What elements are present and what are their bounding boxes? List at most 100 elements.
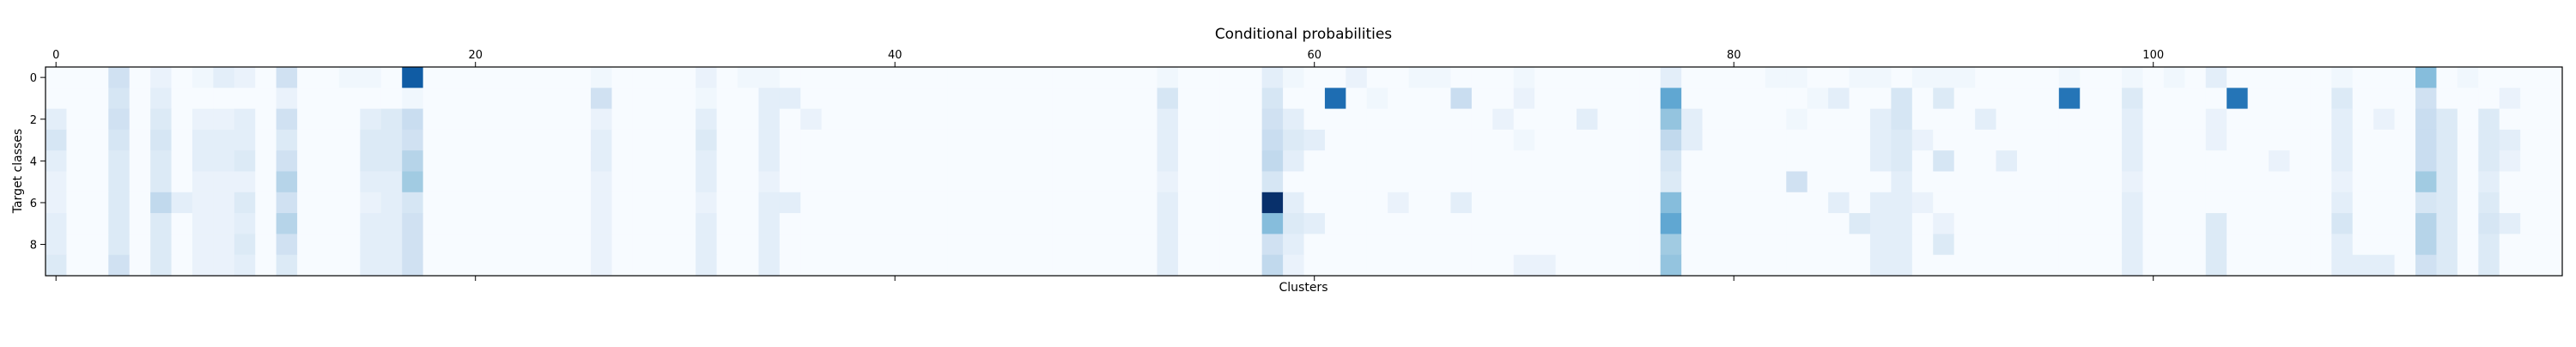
heatmap-cell — [1408, 150, 1431, 173]
heatmap-cell — [1177, 150, 1200, 173]
heatmap-cell — [1807, 234, 1829, 256]
heatmap-cell — [1219, 129, 1242, 151]
heatmap-cell — [1513, 129, 1535, 151]
heatmap-cell — [1513, 192, 1535, 214]
heatmap-cell — [1388, 150, 1410, 173]
heatmap-cell — [1849, 67, 1871, 88]
heatmap-cell — [1891, 129, 1913, 151]
heatmap-cell — [1030, 213, 1054, 234]
heatmap-cell — [738, 192, 760, 214]
heatmap-cell — [569, 213, 592, 234]
heatmap-cell — [779, 67, 801, 88]
heatmap-cell — [1828, 171, 1850, 193]
heatmap-cell — [87, 192, 109, 214]
heatmap-cell — [422, 254, 445, 277]
heatmap-cell — [800, 108, 823, 131]
heatmap-cell — [191, 171, 214, 193]
heatmap-cell — [2016, 108, 2038, 131]
heatmap-cell — [2016, 192, 2038, 214]
heatmap-cell — [989, 108, 1012, 131]
heatmap-cell — [2227, 67, 2249, 88]
heatmap-cell — [485, 192, 507, 214]
heatmap-cell — [1430, 171, 1452, 193]
heatmap-cell — [507, 129, 529, 151]
heatmap-cell — [632, 234, 654, 256]
heatmap-cell — [2269, 171, 2291, 193]
heatmap-cell — [66, 88, 88, 110]
heatmap-cell — [1388, 254, 1410, 277]
heatmap-cell — [1136, 171, 1158, 193]
heatmap-cell — [2415, 213, 2438, 234]
heatmap-cell — [1346, 129, 1368, 151]
heatmap-cell — [1346, 213, 1368, 234]
heatmap-cell — [1597, 234, 1619, 256]
heatmap-cell — [1094, 67, 1116, 88]
heatmap-cell — [2541, 171, 2563, 193]
heatmap-cell — [716, 234, 738, 256]
heatmap-cell — [171, 108, 193, 131]
heatmap-cell — [947, 88, 969, 110]
heatmap-cell — [2080, 129, 2102, 151]
heatmap-cell — [507, 192, 529, 214]
heatmap-cell — [989, 234, 1012, 256]
heatmap-cell — [1324, 213, 1346, 234]
heatmap-cell — [2478, 213, 2500, 234]
heatmap-cell — [1283, 213, 1305, 234]
heatmap-cell — [1283, 254, 1305, 277]
heatmap-cell — [738, 150, 760, 173]
heatmap-cell — [2394, 67, 2416, 88]
heatmap-cell — [2247, 171, 2269, 193]
heatmap-cell — [1136, 129, 1158, 151]
heatmap-cell — [276, 254, 298, 277]
heatmap-cell — [1283, 192, 1305, 214]
heatmap-cell — [926, 108, 948, 131]
heatmap-cell — [2227, 234, 2249, 256]
heatmap-cell — [1618, 129, 1640, 151]
heatmap-cell — [947, 108, 969, 131]
heatmap-cell — [380, 254, 403, 277]
heatmap-cell — [549, 171, 571, 193]
heatmap-cell — [2163, 171, 2185, 193]
heatmap-cell — [2415, 150, 2438, 173]
heatmap-cell — [2478, 171, 2500, 193]
heatmap-cell — [1911, 108, 1934, 131]
heatmap-cell — [1577, 67, 1599, 88]
heatmap-cell — [989, 67, 1012, 88]
heatmap-cell — [1891, 171, 1913, 193]
heatmap-cell — [1030, 234, 1054, 256]
heatmap-cell — [1849, 213, 1871, 234]
heatmap-cell — [1115, 213, 1137, 234]
heatmap-cell — [2499, 192, 2521, 214]
heatmap-cell — [1115, 192, 1137, 214]
heatmap-cell — [591, 254, 613, 277]
heatmap-cell — [2247, 88, 2269, 110]
heatmap-cell — [213, 254, 235, 277]
x-tick-label: 0 — [52, 49, 59, 62]
x-tick-label: 100 — [2142, 49, 2164, 62]
heatmap-cell — [402, 213, 424, 234]
heatmap-cell — [2247, 129, 2269, 151]
heatmap-cell — [738, 254, 760, 277]
heatmap-cell — [842, 213, 865, 234]
heatmap-cell — [171, 88, 193, 110]
heatmap-cell — [1450, 150, 1473, 173]
heatmap-cell — [1283, 88, 1305, 110]
heatmap-cell — [1996, 108, 2018, 131]
heatmap-cell — [46, 254, 68, 277]
heatmap-cell — [150, 192, 173, 214]
heatmap-cell — [46, 88, 68, 110]
heatmap-cell — [2436, 108, 2458, 131]
heatmap-cell — [318, 67, 340, 88]
heatmap-cell — [1199, 129, 1221, 151]
heatmap-cell — [611, 192, 634, 214]
heatmap-cell — [2478, 192, 2500, 214]
heatmap-cell — [255, 192, 277, 214]
heatmap-cell — [1765, 108, 1787, 131]
heatmap-cell — [884, 150, 907, 173]
heatmap-cell — [2058, 213, 2081, 234]
heatmap-cell — [527, 88, 550, 110]
heatmap-cell — [2352, 88, 2374, 110]
heatmap-cell — [926, 150, 948, 173]
heatmap-cell — [779, 88, 801, 110]
heatmap-cell — [1597, 67, 1619, 88]
